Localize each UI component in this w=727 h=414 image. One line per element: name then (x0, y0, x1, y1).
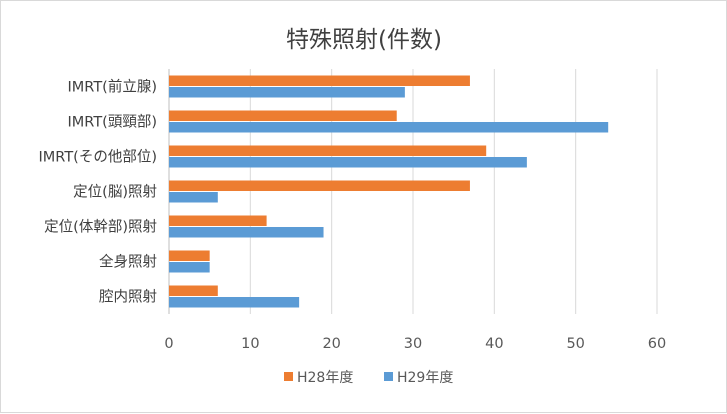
x-tick-label: 40 (485, 336, 503, 352)
legend-label: H29年度 (397, 370, 453, 386)
legend: H28年度 H29年度 (284, 370, 453, 386)
bar-series-2 (169, 87, 405, 98)
category-label: 定位(体幹部)照射 (44, 218, 157, 236)
bar-series-2 (169, 262, 210, 273)
bar-series-2 (169, 192, 218, 203)
x-tick-label: 50 (566, 336, 584, 352)
bar-series-1 (169, 110, 397, 121)
bar-series-1 (169, 250, 210, 261)
x-tick-label: 20 (322, 336, 340, 352)
category-label: 全身照射 (99, 253, 157, 271)
bar-series-2 (169, 297, 300, 308)
category-label: IMRT(前立腺) (68, 79, 157, 96)
bar-series-2 (169, 157, 527, 168)
x-tick-label: 30 (404, 336, 422, 352)
bar-series-1 (169, 215, 267, 226)
category-label: 腔内照射 (99, 289, 157, 306)
x-tick-label: 0 (164, 336, 173, 352)
legend-swatch (284, 372, 293, 381)
legend-label: H28年度 (297, 370, 353, 386)
legend-swatch (384, 372, 393, 381)
bar-series-1 (169, 180, 470, 191)
category-label: 定位(脳)照射 (73, 184, 157, 201)
bar-series-2 (169, 122, 609, 133)
chart-title: 特殊照射(件数) (286, 27, 442, 53)
bar-series-1 (169, 75, 470, 86)
x-tick-label: 10 (241, 336, 259, 352)
gridlines (168, 69, 658, 314)
x-axis-ticks: 0 10 20 30 40 50 60 (164, 336, 666, 352)
category-label: IMRT(頭頸部) (68, 114, 157, 131)
bar-series-1 (169, 145, 487, 156)
x-tick-label: 60 (648, 336, 666, 352)
y-axis-categories: IMRT(前立腺) IMRT(頭頸部) IMRT(その他部位) 定位(脳)照射定位(体… (39, 79, 157, 306)
bar-series-1 (169, 285, 218, 296)
category-label: IMRT(その他部位) (39, 149, 157, 166)
bars (169, 75, 609, 308)
bar-series-2 (169, 227, 324, 238)
